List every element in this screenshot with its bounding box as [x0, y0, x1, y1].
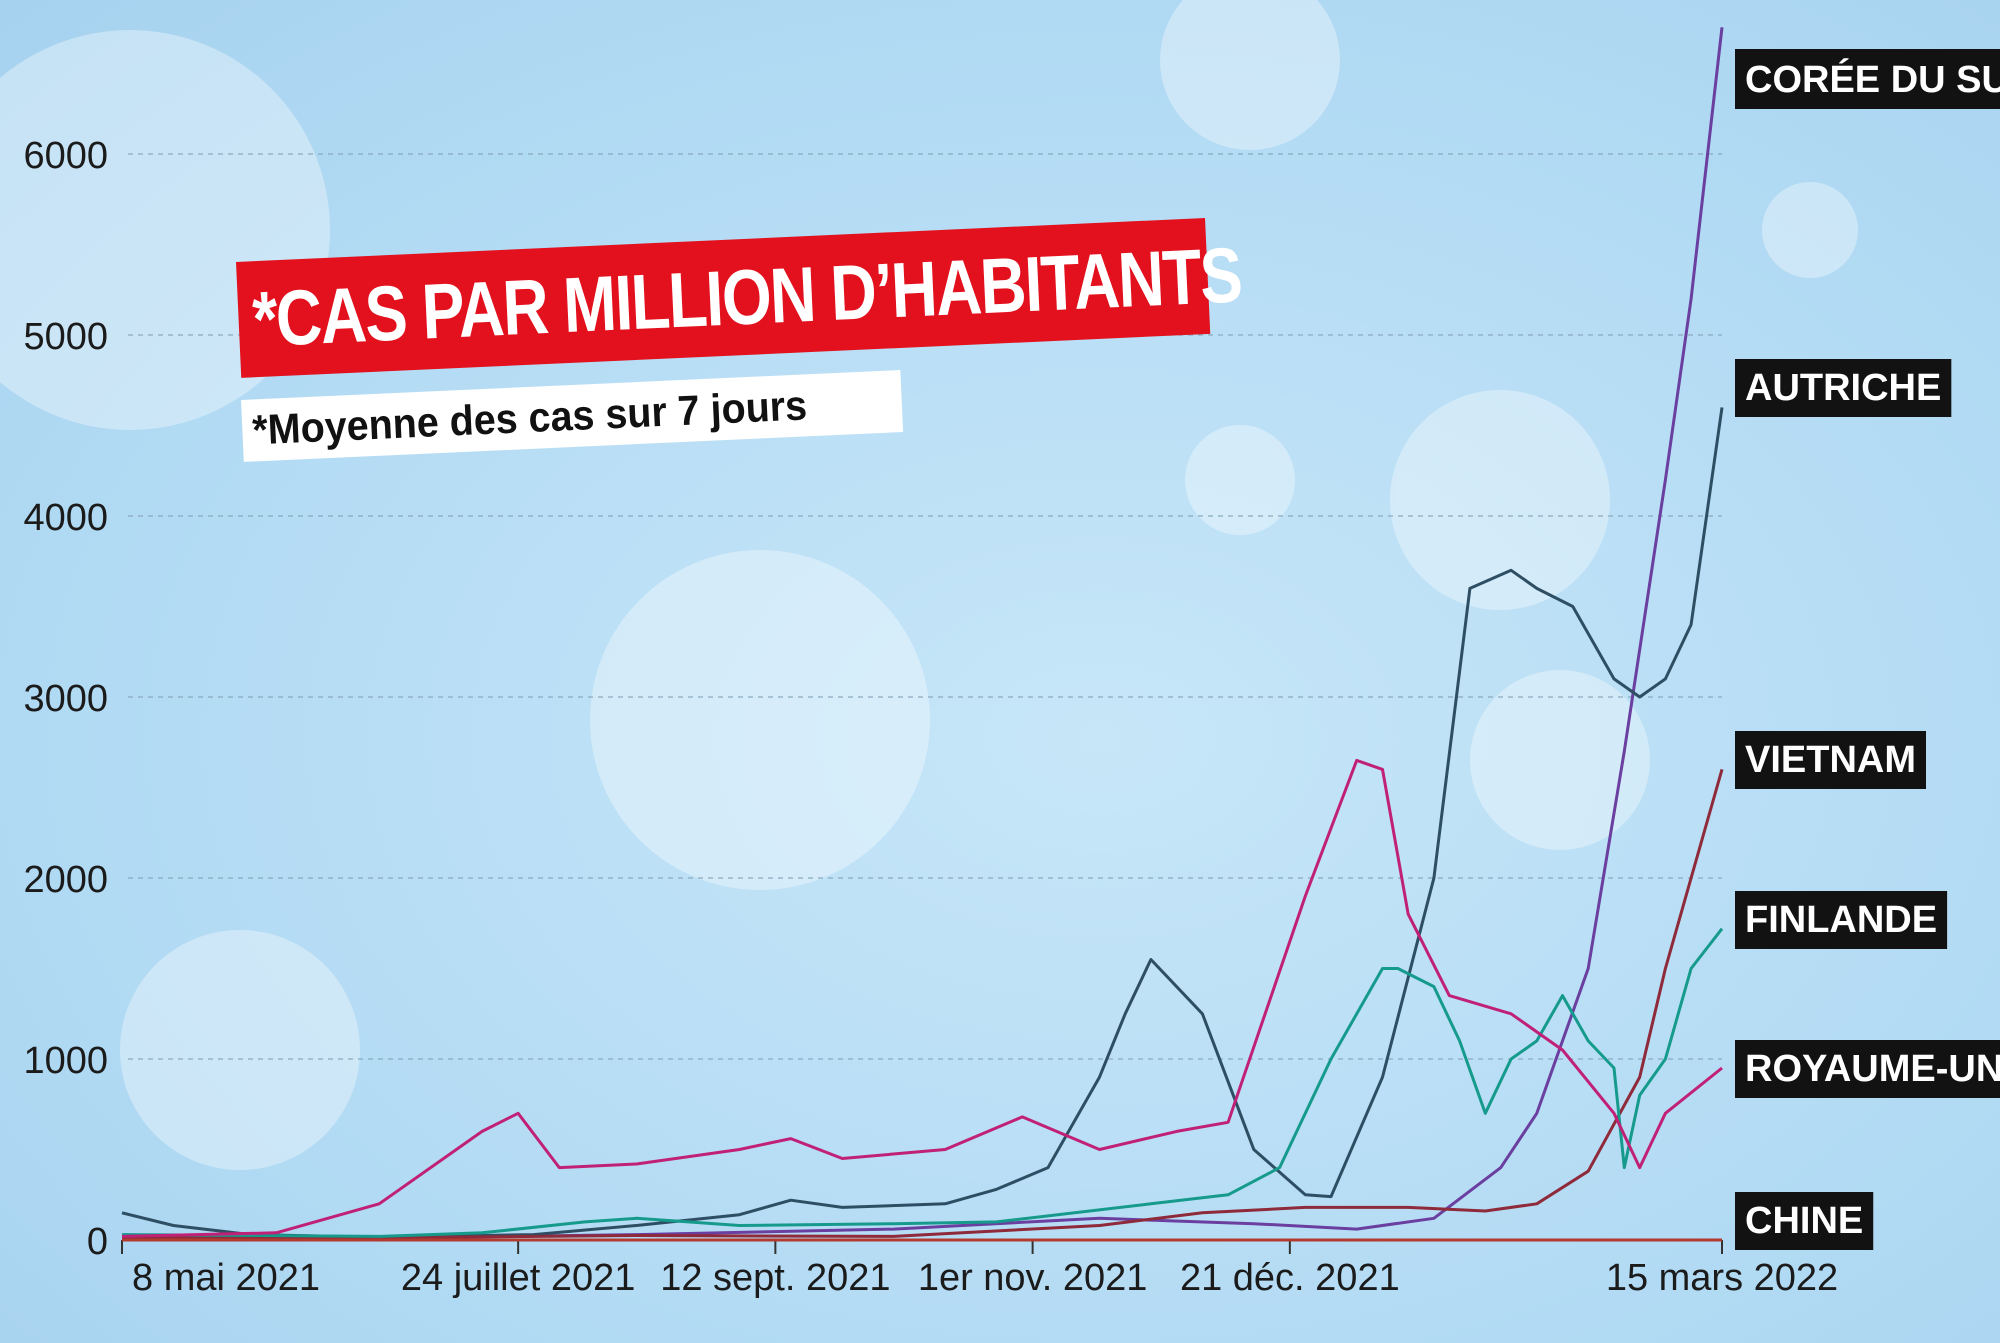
series-label-chine: CHINE — [1735, 1192, 1874, 1250]
series-label-text: CORÉE DU SUD — [1745, 57, 2000, 101]
virus-icon — [1390, 390, 1610, 610]
y-tick-label: 0 — [87, 1221, 108, 1263]
series-label-bg — [1735, 359, 1952, 417]
series-line-coree — [121, 27, 1724, 1240]
virus-icon — [120, 930, 360, 1170]
series-lines — [121, 27, 1724, 1242]
y-tick-labels: 0 1000 2000 3000 4000 5000 6000 — [23, 135, 108, 1263]
series-line-royaume_uni — [121, 758, 1723, 1238]
virus-icon — [1470, 670, 1650, 850]
series-line-autriche — [121, 407, 1724, 1239]
series-label-bg — [1735, 1040, 2000, 1098]
series-label-bg — [1735, 1192, 1874, 1250]
x-tick-label: 21 déc. 2021 — [1180, 1257, 1400, 1299]
series-labels: CORÉE DU SUD AUTRICHE VIETNAM FINLANDE ROYAU… — [1735, 49, 2000, 1250]
series-label-text: VIETNAM — [1745, 739, 1916, 781]
y-tick-label: 1000 — [23, 1040, 108, 1082]
x-tick-label: 1er nov. 2021 — [918, 1257, 1148, 1299]
virus-icon — [1185, 425, 1295, 535]
x-tick-labels: 8 mai 2021 24 juillet 2021 12 sept. 2021 1e… — [121, 1240, 1838, 1299]
series-label-text: FINLANDE — [1745, 899, 1937, 941]
series-label-royaume_uni: ROYAUME-UNI — [1735, 1040, 2000, 1098]
series-line-vietnam — [121, 768, 1724, 1240]
series-label-bg — [1735, 891, 1948, 949]
series-label-text: ROYAUME-UNI — [1745, 1048, 2000, 1090]
series-label-bg — [1735, 731, 1926, 789]
y-tick-label: 3000 — [23, 678, 108, 720]
x-tick-label: 15 mars 2022 — [1606, 1257, 1838, 1299]
y-tick-label: 2000 — [23, 859, 108, 901]
y-tick-label: 4000 — [23, 497, 108, 539]
series-label-vietnam: VIETNAM — [1735, 731, 1926, 789]
series-label-autriche: AUTRICHE — [1735, 359, 1952, 417]
x-tick-label: 24 juillet 2021 — [401, 1257, 636, 1299]
series-line-finlande — [121, 927, 1724, 1238]
series-label-bg — [1735, 49, 2000, 109]
x-tick-label: 8 mai 2021 — [132, 1257, 320, 1299]
y-tick-label: 5000 — [23, 316, 108, 358]
y-tick-label: 6000 — [23, 135, 108, 177]
x-tick-label: 12 sept. 2021 — [660, 1257, 890, 1299]
series-label-finlande: FINLANDE — [1735, 891, 1948, 949]
virus-icon — [590, 550, 930, 890]
virus-icon — [1762, 182, 1858, 278]
series-label-text: AUTRICHE — [1745, 367, 1941, 409]
virus-icon — [1160, 0, 1340, 150]
series-label-coree: CORÉE DU SUD — [1735, 49, 2000, 109]
series-label-text: CHINE — [1745, 1200, 1863, 1242]
